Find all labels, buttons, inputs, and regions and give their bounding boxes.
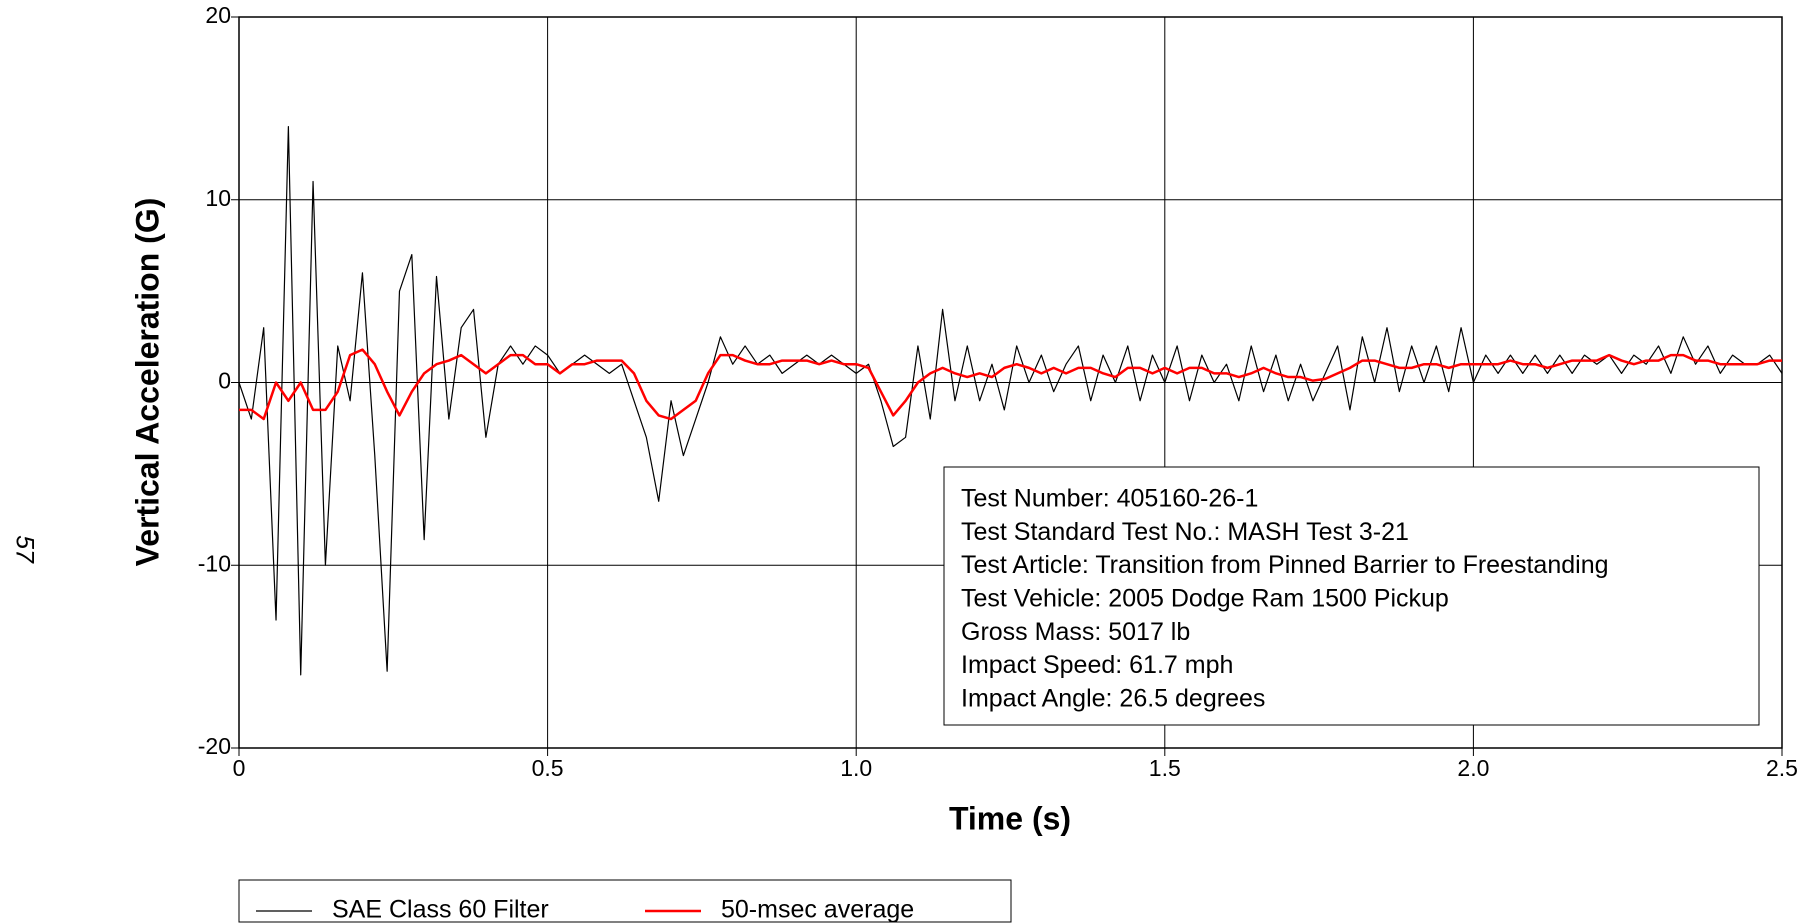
legend-label: 50-msec average — [721, 896, 914, 924]
legend-box — [238, 879, 1012, 923]
y-axis-title: Vertical Acceleration (G) — [129, 198, 165, 567]
x-tick-label: 2.5 — [1766, 755, 1798, 781]
annotation-box — [943, 466, 1760, 726]
x-tick-label: 1.5 — [1149, 755, 1181, 781]
annotation-line: Impact Speed: 61.7 mph — [961, 651, 1233, 679]
x-tick-label: 2.0 — [1457, 755, 1489, 781]
y-tick-label: 0 — [218, 368, 231, 394]
y-tick-label: 10 — [205, 185, 231, 211]
x-tick-label: 1.0 — [840, 755, 872, 781]
x-axis-title: Time (s) — [949, 800, 1071, 836]
annotation-line: Test Article: Transition from Pinned Bar… — [961, 551, 1609, 579]
x-tick-label: 0 — [233, 755, 246, 781]
series-line — [238, 126, 1783, 676]
annotation-line: Gross Mass: 5017 lb — [961, 618, 1190, 646]
series-line — [239, 348, 1782, 421]
x-tick-label: 0.5 — [532, 755, 564, 781]
annotation-line: Test Number: 405160-26-1 — [961, 485, 1258, 513]
legend-label: SAE Class 60 Filter — [332, 896, 549, 924]
page-number: 57 — [10, 535, 38, 564]
annotation-line: Test Vehicle: 2005 Dodge Ram 1500 Pickup — [961, 585, 1449, 613]
annotation-line: Test Standard Test No.: MASH Test 3-21 — [961, 518, 1409, 546]
y-tick-label: 20 — [205, 2, 231, 28]
annotation-line: Impact Angle: 26.5 degrees — [961, 684, 1265, 712]
y-tick-label: -10 — [198, 550, 231, 576]
y-tick-label: -20 — [198, 733, 231, 759]
